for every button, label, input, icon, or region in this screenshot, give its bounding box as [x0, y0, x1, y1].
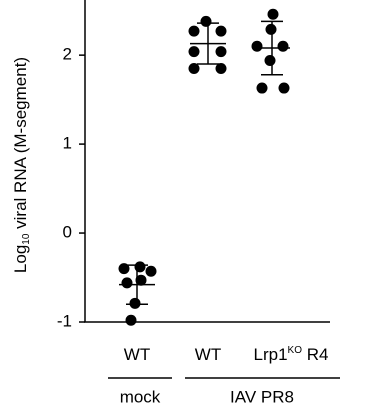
dot — [264, 54, 276, 66]
dot — [135, 274, 147, 286]
dot — [121, 277, 133, 289]
y-axis-label: Log10 viral RNA (M-segment) — [11, 57, 31, 273]
y-label-sub: 10 — [21, 233, 32, 245]
dot — [278, 82, 290, 94]
dot — [256, 82, 268, 94]
group-label: IAV PR8 — [230, 387, 294, 406]
x-tick-label-part: R4 — [302, 345, 328, 364]
dot — [277, 40, 289, 52]
x-tick-label-part: Lrp1 — [254, 345, 288, 364]
dot — [215, 46, 227, 58]
x-tick-label: WT — [195, 345, 221, 364]
x-tick-label-part: WT — [195, 345, 221, 364]
dot — [265, 23, 277, 35]
dot — [251, 40, 263, 52]
dot — [188, 62, 200, 74]
y-tick-label: 1 — [63, 134, 72, 153]
dot — [200, 15, 212, 27]
dot — [188, 25, 200, 37]
dot — [188, 46, 200, 58]
group-label: mock — [120, 387, 161, 406]
y-tick-label: 0 — [63, 223, 72, 242]
y-tick-label: -1 — [57, 311, 72, 330]
x-tick-label: Lrp1KO R4 — [254, 345, 329, 365]
dot — [118, 263, 130, 275]
y-tick-label: 2 — [63, 45, 72, 64]
dot — [134, 261, 146, 273]
y-label-rest: viral RNA (M-segment) — [11, 57, 30, 234]
dot — [215, 25, 227, 37]
dot — [267, 8, 279, 20]
dot — [129, 297, 141, 309]
dot — [215, 62, 227, 74]
x-tick-label-part: WT — [124, 345, 150, 364]
x-tick-label-part: KO — [288, 345, 303, 356]
dot — [125, 314, 137, 326]
x-tick-label: WT — [124, 345, 150, 364]
y-label-main: Log — [11, 245, 30, 273]
dot — [145, 265, 157, 277]
